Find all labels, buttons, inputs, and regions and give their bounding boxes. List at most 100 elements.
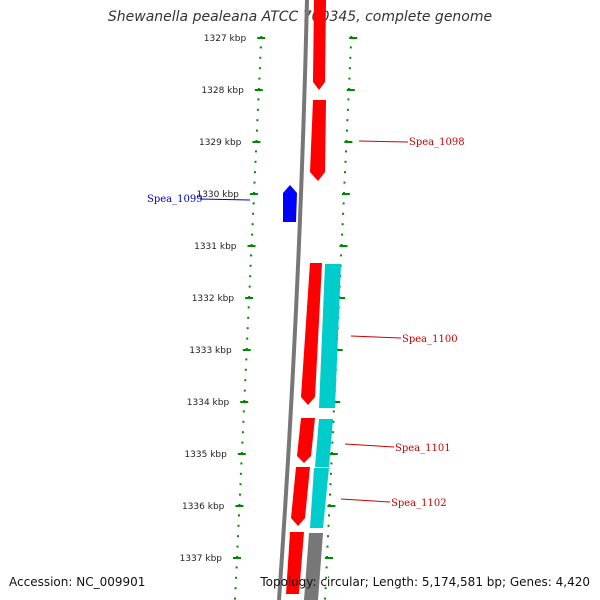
tick-dot bbox=[242, 420, 245, 423]
tick-dot bbox=[341, 223, 344, 226]
tick-dot bbox=[244, 379, 247, 382]
axis-label-kbp: 1332 kbp bbox=[192, 294, 235, 304]
axis-label-kbp: 1333 kbp bbox=[189, 346, 232, 356]
major-tick bbox=[339, 245, 348, 247]
leader-spea-1102 bbox=[340, 498, 391, 503]
label-spea-1102[interactable]: Spea_1102 bbox=[391, 498, 447, 509]
label-spea-1099[interactable]: Spea_1099 bbox=[147, 194, 203, 205]
feature-cyan-1[interactable] bbox=[319, 264, 341, 408]
tick-dot bbox=[346, 129, 348, 132]
gene-spea-1098[interactable] bbox=[310, 100, 326, 181]
tick-dot bbox=[254, 171, 256, 174]
axis-label-kbp: 1334 kbp bbox=[187, 398, 230, 408]
gene-spea-1100[interactable] bbox=[301, 263, 322, 405]
tick-dot bbox=[236, 545, 239, 548]
tick-dot bbox=[238, 514, 240, 517]
tick-dot bbox=[235, 566, 238, 569]
feature-cyan-3[interactable] bbox=[310, 468, 329, 528]
tick-dot bbox=[349, 46, 352, 49]
major-tick bbox=[332, 401, 341, 403]
tick-dot bbox=[324, 587, 327, 590]
tick-dot bbox=[245, 358, 248, 361]
tick-dot bbox=[239, 493, 241, 496]
feature-cyan-2[interactable] bbox=[315, 419, 333, 467]
tick-dot bbox=[252, 202, 255, 205]
tick-dot bbox=[256, 129, 258, 132]
tick-dot bbox=[344, 160, 347, 163]
tick-dot bbox=[332, 410, 335, 413]
tick-dot bbox=[247, 306, 250, 309]
axis-label-kbp: 1330 kbp bbox=[196, 190, 239, 200]
tick-dot bbox=[251, 233, 254, 236]
leader-spea-1100 bbox=[350, 335, 402, 339]
feature-grey[interactable] bbox=[304, 533, 323, 600]
major-tick bbox=[349, 37, 358, 39]
label-spea-1098[interactable]: Spea_1098 bbox=[409, 137, 465, 148]
tick-dot bbox=[255, 150, 257, 153]
axis-label-kbp: 1327 kbp bbox=[204, 34, 247, 44]
tick-dot bbox=[234, 587, 237, 590]
major-tick bbox=[235, 505, 244, 507]
tick-dot bbox=[332, 420, 335, 423]
tick-dot bbox=[331, 441, 334, 444]
tick-dot bbox=[325, 576, 328, 579]
tick-dot bbox=[248, 285, 251, 288]
tick-dot bbox=[251, 223, 254, 226]
tick-dot bbox=[346, 108, 349, 111]
accession-label: Accession: NC_009901 bbox=[9, 575, 146, 589]
tick-dot bbox=[329, 493, 331, 496]
tick-dot bbox=[330, 462, 333, 465]
tick-dot bbox=[247, 316, 250, 319]
gene-feature[interactable] bbox=[313, 0, 326, 90]
axis-label-kbp: 1328 kbp bbox=[201, 86, 244, 96]
tick-dot bbox=[240, 462, 243, 465]
tick-dot bbox=[252, 212, 255, 215]
genome-backbone bbox=[277, 0, 309, 600]
tick-dot bbox=[331, 431, 334, 434]
tick-dot bbox=[249, 275, 252, 278]
tick-dot bbox=[259, 56, 262, 59]
tick-dot bbox=[246, 327, 249, 330]
label-spea-1100[interactable]: Spea_1100 bbox=[402, 334, 458, 345]
leader-spea-1101 bbox=[344, 443, 395, 448]
label-spea-1101[interactable]: Spea_1101 bbox=[395, 443, 451, 454]
tick-dot bbox=[256, 108, 259, 111]
tick-dot bbox=[344, 171, 346, 174]
gene-spea-1102[interactable] bbox=[291, 467, 310, 526]
tick-dot bbox=[349, 56, 352, 59]
tick-dot bbox=[343, 181, 346, 184]
major-tick bbox=[245, 297, 254, 299]
tick-dot bbox=[244, 368, 247, 371]
tick-dot bbox=[325, 566, 328, 569]
axis-label-kbp: 1336 kbp bbox=[182, 502, 225, 512]
tick-dot bbox=[241, 441, 244, 444]
map-title: Shewanella pealeana ATCC 700345, complet… bbox=[107, 9, 493, 25]
tick-dot bbox=[242, 410, 245, 413]
tick-dot bbox=[347, 98, 350, 101]
tick-dot bbox=[254, 160, 257, 163]
axis-label-kbp: 1329 kbp bbox=[199, 138, 242, 148]
gene-spea-1099[interactable] bbox=[283, 185, 297, 222]
tick-dot bbox=[237, 524, 240, 527]
tick-dot bbox=[348, 77, 351, 80]
tick-dot bbox=[234, 597, 237, 600]
major-tick bbox=[344, 141, 353, 143]
gene-feature-bottom[interactable] bbox=[286, 532, 304, 594]
tick-dot bbox=[328, 514, 330, 517]
major-tick bbox=[249, 193, 258, 195]
tick-dot bbox=[246, 337, 249, 340]
tick-dot bbox=[345, 150, 347, 153]
major-tick bbox=[233, 557, 241, 559]
tick-dot bbox=[250, 254, 253, 257]
tick-dot bbox=[257, 98, 260, 101]
tick-dot bbox=[327, 535, 329, 538]
major-tick bbox=[329, 453, 338, 455]
gene-spea-1101[interactable] bbox=[297, 418, 315, 463]
major-tick bbox=[327, 505, 336, 507]
tick-dot bbox=[329, 483, 332, 486]
leader-spea-1098 bbox=[358, 140, 409, 143]
tick-dot bbox=[327, 524, 330, 527]
tick-dot bbox=[259, 46, 262, 49]
tick-dot bbox=[258, 77, 261, 80]
tick-dot bbox=[243, 389, 246, 392]
